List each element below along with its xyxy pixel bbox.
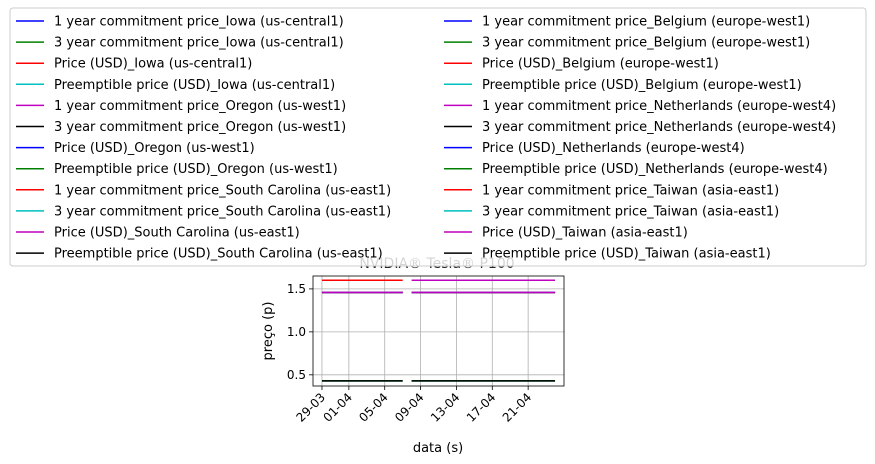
legend-entry: Preemptible price (USD)_Taiwan (asia-eas… xyxy=(444,247,771,262)
legend-label: 3 year commitment price_Netherlands (eur… xyxy=(482,120,836,135)
legend-entry: Preemptible price (USD)_Belgium (europe-… xyxy=(444,78,802,93)
legend: 1 year commitment price_Iowa (us-central… xyxy=(9,7,867,267)
legend-label: Price (USD)_Taiwan (asia-east1) xyxy=(482,226,688,241)
legend-label: Price (USD)_South Carolina (us-east1) xyxy=(54,226,300,241)
legend-entry: Preemptible price (USD)_South Carolina (… xyxy=(16,247,383,262)
legend-entry: Price (USD)_South Carolina (us-east1) xyxy=(16,226,300,241)
legend-label: 3 year commitment price_Belgium (europe-… xyxy=(482,36,810,51)
legend-entry: Preemptible price (USD)_Oregon (us-west1… xyxy=(16,162,338,177)
legend-entry: 1 year commitment price_Taiwan (asia-eas… xyxy=(444,183,779,198)
legend-label: 3 year commitment price_Iowa (us-central… xyxy=(54,36,344,51)
legend-label: Preemptible price (USD)_Iowa (us-central… xyxy=(54,78,335,93)
legend-entry: Preemptible price (USD)_Netherlands (eur… xyxy=(444,162,828,177)
legend-label: 3 year commitment price_South Carolina (… xyxy=(54,204,391,219)
legend-label: Price (USD)_Iowa (us-central1) xyxy=(54,57,252,72)
x-tick-label: 05-04 xyxy=(356,390,391,425)
legend-label: 3 year commitment price_Oregon (us-west1… xyxy=(54,120,346,135)
x-tick-label: 17-04 xyxy=(464,390,499,425)
legend-label: 1 year commitment price_Iowa (us-central… xyxy=(54,15,344,30)
legend-entry: Price (USD)_Netherlands (europe-west4) xyxy=(444,141,745,156)
plot-frame xyxy=(312,275,565,387)
x-tick-label: 29-03 xyxy=(294,390,329,425)
legend-label: 1 year commitment price_Taiwan (asia-eas… xyxy=(482,183,779,198)
y-axis-label: preço (p) xyxy=(261,302,276,361)
plot-grid xyxy=(313,276,564,386)
y-ticks: 0.5 1.0 1.5 xyxy=(287,282,313,382)
legend-entry: Price (USD)_Belgium (europe-west1) xyxy=(444,57,719,72)
plot-lines xyxy=(321,279,556,382)
legend-label: Price (USD)_Oregon (us-west1) xyxy=(54,141,255,156)
legend-label: Price (USD)_Belgium (europe-west1) xyxy=(482,57,719,72)
legend-label: 1 year commitment price_Oregon (us-west1… xyxy=(54,99,346,114)
y-tick-label: 1.0 xyxy=(287,325,306,339)
legend-label: 3 year commitment price_Taiwan (asia-eas… xyxy=(482,204,779,219)
x-axis-label: data (s) xyxy=(413,441,463,456)
legend-entry: 3 year commitment price_Belgium (europe-… xyxy=(444,36,810,51)
x-tick-label: 01-04 xyxy=(320,390,355,425)
legend-label: 1 year commitment price_Belgium (europe-… xyxy=(482,15,810,30)
legend-entry: 3 year commitment price_Iowa (us-central… xyxy=(16,36,344,51)
legend-label: Price (USD)_Netherlands (europe-west4) xyxy=(482,141,745,156)
legend-entry: 1 year commitment price_Belgium (europe-… xyxy=(444,15,810,30)
legend-label: Preemptible price (USD)_Taiwan (asia-eas… xyxy=(482,247,771,262)
legend-entry: 3 year commitment price_Oregon (us-west1… xyxy=(16,120,346,135)
legend-label: Preemptible price (USD)_Belgium (europe-… xyxy=(482,78,802,93)
legend-label: 1 year commitment price_South Carolina (… xyxy=(54,183,391,198)
x-tick-label: 21-04 xyxy=(500,390,535,425)
legend-entry: 1 year commitment price_South Carolina (… xyxy=(16,183,391,198)
legend-label: Preemptible price (USD)_Oregon (us-west1… xyxy=(54,162,338,177)
legend-entry: Price (USD)_Iowa (us-central1) xyxy=(16,57,252,72)
legend-label: Preemptible price (USD)_South Carolina (… xyxy=(54,247,383,262)
legend-frame xyxy=(9,7,867,267)
legend-entry: Price (USD)_Taiwan (asia-east1) xyxy=(444,226,688,241)
legend-entry: 1 year commitment price_Iowa (us-central… xyxy=(16,15,344,30)
legend-label: 1 year commitment price_Netherlands (eur… xyxy=(482,99,836,114)
legend-entry: 3 year commitment price_South Carolina (… xyxy=(16,204,391,219)
legend-entry: 3 year commitment price_Taiwan (asia-eas… xyxy=(444,204,779,219)
legend-entries: 1 year commitment price_Iowa (us-central… xyxy=(16,15,836,262)
legend-entry: Price (USD)_Oregon (us-west1) xyxy=(16,141,255,156)
y-tick-label: 0.5 xyxy=(287,368,306,382)
legend-entry: 3 year commitment price_Netherlands (eur… xyxy=(444,120,836,135)
x-tick-label: 09-04 xyxy=(392,390,427,425)
legend-entry: 1 year commitment price_Netherlands (eur… xyxy=(444,99,836,114)
y-tick-label: 1.5 xyxy=(287,282,306,296)
x-tick-label: 13-04 xyxy=(428,390,463,425)
legend-entry: 1 year commitment price_Oregon (us-west1… xyxy=(16,99,346,114)
legend-entry: Preemptible price (USD)_Iowa (us-central… xyxy=(16,78,335,93)
legend-label: Preemptible price (USD)_Netherlands (eur… xyxy=(482,162,828,177)
